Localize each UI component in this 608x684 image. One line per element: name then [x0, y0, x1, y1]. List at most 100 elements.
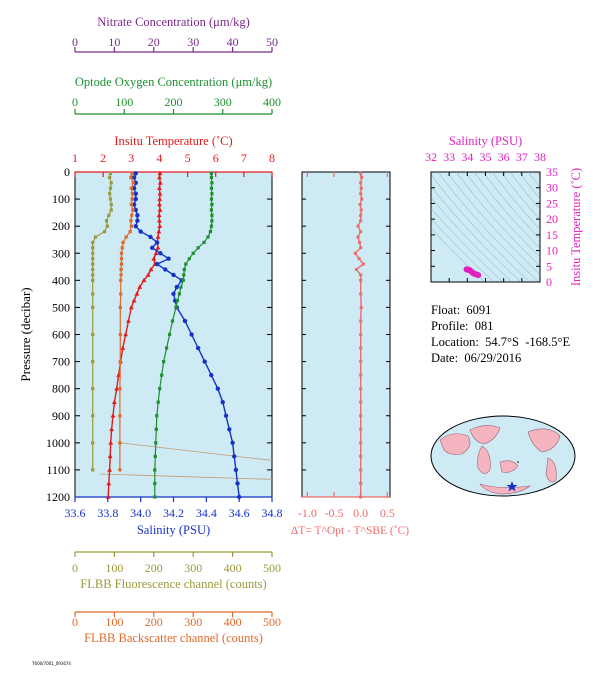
oxygen-point [153, 495, 157, 499]
backscatter-point [119, 273, 123, 277]
oxygen-point [196, 246, 200, 250]
ts-isopycnal [431, 228, 486, 282]
map-land [527, 428, 561, 453]
ts-isopycnal [491, 172, 540, 230]
ts-x-axis-title: Salinity (PSU) [449, 134, 522, 148]
backscatter-point [130, 213, 134, 217]
backscatter-point [119, 257, 124, 261]
ts-y-tick-label: 15 [546, 228, 558, 242]
temperature-point [153, 250, 159, 256]
map-land [469, 425, 501, 445]
delta-t-point [360, 197, 364, 201]
nitrate-tick-label: 0 [72, 35, 78, 49]
delta-t-point [356, 224, 360, 228]
temperature-point [157, 191, 163, 196]
ts-isopycnal [500, 172, 540, 221]
salinity-point [149, 245, 155, 251]
oxygen-point [210, 181, 214, 185]
oxygen-point [202, 240, 206, 245]
reference-line [99, 473, 273, 480]
temperature-tick-label: 7 [241, 151, 247, 165]
backscatter-point [121, 240, 125, 245]
ts-isopycnal [446, 172, 540, 275]
temperature-point [108, 440, 114, 445]
world-map [430, 415, 576, 497]
oxygen-axis-title: Optode Oxygen Concentration (μm/kg) [75, 75, 272, 89]
salinity-tick-label: 34.2 [163, 506, 184, 520]
salinity-point [131, 175, 137, 180]
salinity-point [171, 272, 176, 278]
backscatter-tick-label: 100 [105, 615, 123, 629]
delta-t-point [353, 251, 357, 255]
salinity-point [133, 171, 138, 176]
backscatter-tick-label: 300 [184, 615, 202, 629]
salinity-tick-label: 33.8 [97, 506, 118, 520]
temperature-point [134, 291, 140, 296]
salinity-point [230, 440, 235, 446]
salinity-point [166, 256, 171, 261]
fluorescence-axis-title: FLBB Fluorescence channel (counts) [80, 577, 266, 591]
ts-y-tick-label: 5 [546, 259, 552, 273]
fluorescence-point [105, 224, 109, 228]
oxygen-point [209, 186, 214, 190]
temperature-tick-label: 6 [213, 151, 219, 165]
backscatter-point [131, 208, 135, 212]
salinity-point [131, 202, 137, 207]
fluorescence-point [102, 229, 107, 234]
backscatter-point [119, 251, 124, 255]
location-label: Location: 54.7°S -168.5°E [431, 335, 571, 349]
fluorescence-point [109, 181, 113, 185]
oxygen-point [167, 332, 172, 337]
salinity-point [154, 240, 160, 245]
delta-t-point [359, 213, 363, 217]
backscatter-point [128, 229, 132, 234]
backscatter-axis-title: FLBB Backscatter channel (counts) [84, 631, 263, 645]
fluorescence-point [91, 441, 95, 445]
temperature-tick-label: 5 [185, 151, 191, 165]
oxygen-point [210, 202, 214, 207]
ts-isopycnal [518, 172, 540, 200]
temperature-point [157, 196, 163, 201]
salinity-point [131, 186, 137, 191]
fluorescence-point [91, 262, 95, 266]
temperature-point [155, 234, 161, 239]
salinity-point [135, 213, 140, 218]
oxygen-point [156, 400, 160, 404]
fluorescence-tick-label: 300 [184, 561, 202, 575]
salinity-tick-label: 34.8 [262, 506, 283, 520]
fluorescence-point [91, 273, 95, 277]
backscatter-point [118, 414, 122, 418]
temperature-point [157, 223, 163, 228]
fluorescence-point [91, 332, 95, 337]
ts-x-tick-label: 37 [516, 150, 528, 164]
salinity-point [133, 196, 138, 202]
temperature-point [157, 201, 162, 207]
delta-t-point [354, 268, 358, 271]
map-dot [517, 461, 519, 463]
delta-t-point [359, 230, 363, 234]
temperature-point [137, 284, 143, 289]
salinity-point [220, 400, 225, 405]
fluorescence-tick-label: 400 [224, 561, 242, 575]
fluorescence-point [93, 235, 98, 239]
delta-t-point [359, 441, 363, 445]
backscatter-tick-label: 400 [224, 615, 242, 629]
pressure-tick-label: 1200 [46, 490, 70, 504]
fluorescence-tick-label: 200 [145, 561, 163, 575]
ts-isopycnal [431, 197, 513, 282]
ts-plot-area [430, 171, 541, 283]
temperature-point [157, 174, 162, 180]
nitrate-tick-label: 10 [108, 35, 120, 49]
oxygen-tick-label: 100 [115, 95, 133, 109]
fluorescence-point [109, 208, 113, 212]
temperature-point [155, 245, 161, 250]
fluorescence-tick-label: 0 [72, 561, 78, 575]
oxygen-tick-label: 0 [72, 95, 78, 109]
delta-t-point [359, 319, 363, 323]
salinity-tick-label: 33.6 [65, 506, 86, 520]
temperature-point [110, 413, 116, 418]
temperature-point [114, 386, 120, 391]
salinity-point [148, 234, 153, 240]
temperature-point [156, 228, 162, 234]
